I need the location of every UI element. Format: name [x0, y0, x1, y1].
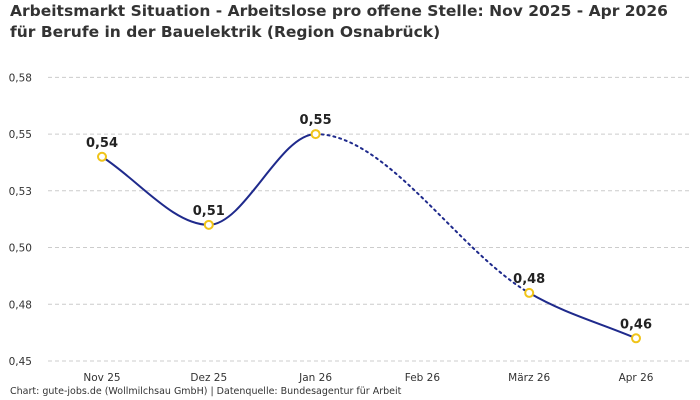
data-label: 0,54	[86, 136, 118, 151]
y-tick-label: 0,48	[9, 299, 32, 311]
data-points	[97, 129, 641, 344]
x-tick-label: Feb 26	[405, 372, 441, 384]
data-point	[524, 287, 535, 298]
data-label: 0,51	[193, 204, 225, 219]
data-point	[310, 129, 321, 140]
data-labels: 0,54 0,51 0,55 0,48 0,46	[86, 113, 652, 332]
chart-title: Arbeitsmarkt Situation - Arbeitslose pro…	[10, 2, 668, 41]
series-segment	[208, 133, 316, 226]
source-footer: Chart: gute-jobs.de (Wollmilchsau GmbH) …	[10, 386, 402, 397]
y-tick-label: 0,45	[9, 356, 32, 368]
x-axis-ticks: Nov 25 Dez 25 Jan 26 Feb 26 März 26 Apr 26	[83, 372, 653, 384]
series-segment	[101, 155, 209, 226]
data-label: 0,55	[300, 113, 332, 128]
y-tick-label: 0,55	[9, 129, 32, 141]
interpolated-segment	[314, 133, 531, 294]
series-segment	[528, 292, 637, 340]
series-lines	[101, 133, 637, 340]
x-tick-label: März 26	[508, 372, 550, 384]
data-label: 0,48	[513, 272, 545, 287]
grid-lines	[48, 76, 690, 362]
x-tick-label: Apr 26	[619, 372, 654, 384]
y-axis-ticks: 0,45 0,48 0,50 0,53 0,55 0,58	[9, 72, 32, 368]
x-tick-label: Nov 25	[83, 372, 120, 384]
data-point	[97, 151, 107, 162]
y-tick-label: 0,50	[9, 243, 32, 255]
data-point	[631, 333, 641, 344]
data-label: 0,46	[620, 317, 652, 332]
y-tick-label: 0,53	[9, 186, 32, 198]
y-tick-label: 0,58	[9, 72, 32, 84]
x-tick-label: Dez 25	[190, 372, 227, 384]
x-tick-label: Jan 26	[298, 372, 332, 384]
data-point	[203, 219, 214, 230]
